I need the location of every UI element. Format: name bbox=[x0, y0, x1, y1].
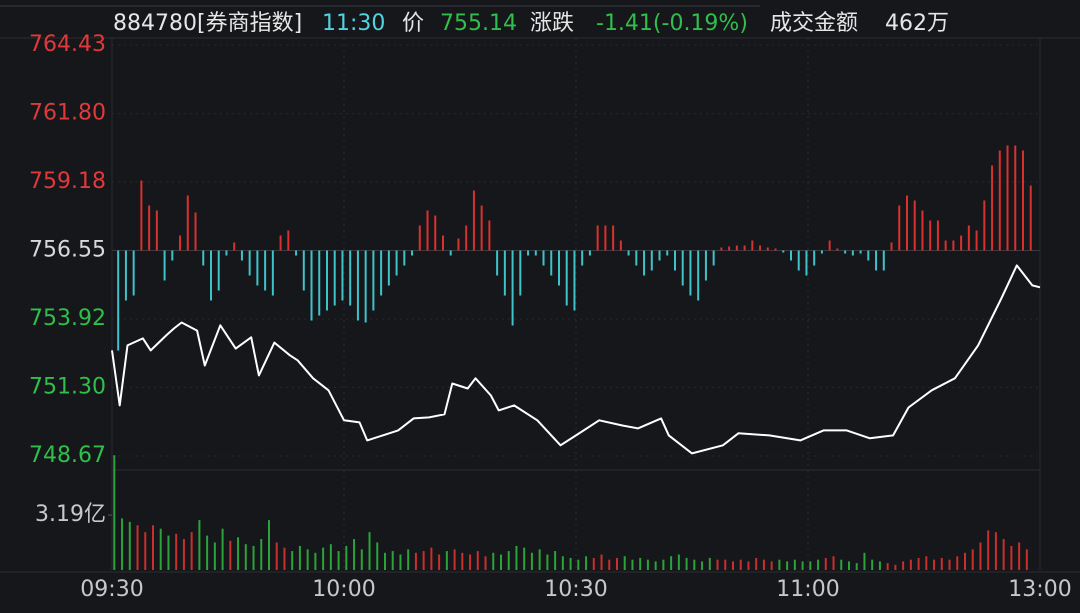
code: 884780[券商指数] bbox=[113, 11, 302, 36]
price-line bbox=[111, 264, 1041, 455]
y-tick-label: 748.67 bbox=[29, 443, 106, 468]
y-tick-label: 756.55 bbox=[29, 238, 106, 263]
x-tick-label: 13:00 bbox=[1008, 577, 1071, 602]
x-tick-label: 10:30 bbox=[544, 577, 607, 602]
x-tick-label: 10:00 bbox=[312, 577, 375, 602]
volume-tick-label: 3.19亿 bbox=[35, 502, 106, 527]
x-tick-label: 11:00 bbox=[776, 577, 839, 602]
y-tick-label: 751.30 bbox=[29, 374, 106, 399]
y-tick-label: 761.80 bbox=[29, 101, 106, 126]
change-label: 涨跌 bbox=[530, 11, 574, 36]
price-label: 价 bbox=[402, 11, 424, 36]
price: 755.14 bbox=[440, 11, 517, 36]
change: -1.41(-0.19%) bbox=[596, 11, 748, 36]
amount-label: 成交金额 bbox=[770, 11, 858, 36]
x-tick-label: 09:30 bbox=[80, 577, 143, 602]
amount: 462万 bbox=[885, 11, 949, 36]
y-tick-label: 753.92 bbox=[29, 306, 106, 331]
time: 11:30 bbox=[322, 11, 385, 36]
y-tick-label: 764.43 bbox=[29, 32, 106, 57]
y-tick-label: 759.18 bbox=[29, 169, 106, 194]
